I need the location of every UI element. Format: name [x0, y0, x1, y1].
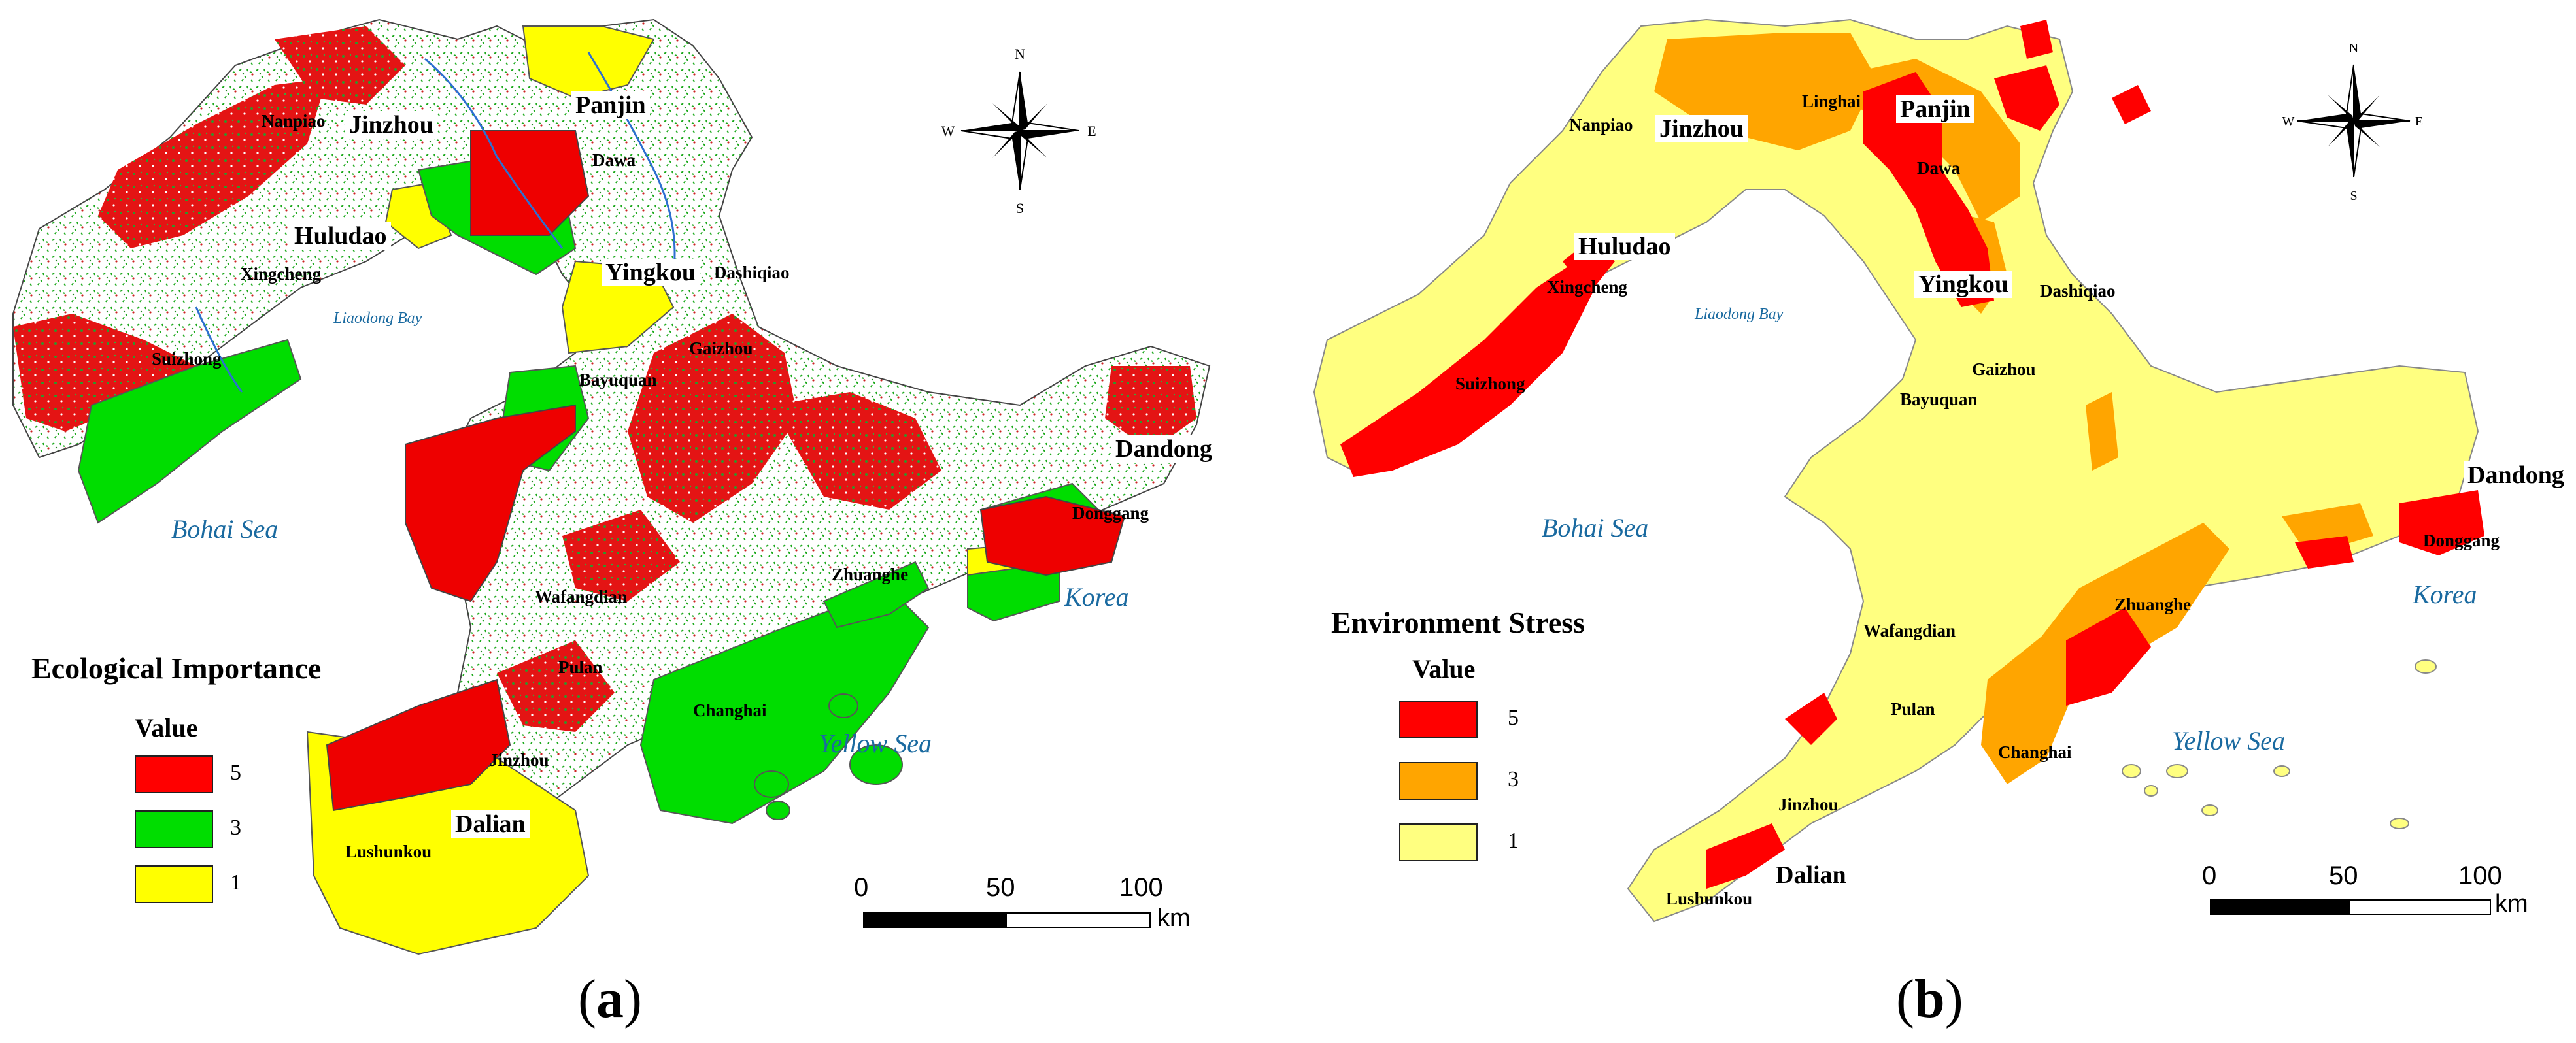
place-label: Lushunkou — [345, 842, 432, 861]
compass-e: E — [2415, 114, 2423, 129]
country-label: Korea — [1064, 582, 1129, 612]
place-label: Linghai — [1802, 91, 1861, 111]
legend-title: Environment Stress — [1331, 606, 1585, 639]
scale-tick-50: 50 — [2329, 861, 2358, 890]
place-label: Dawa — [1917, 158, 1960, 178]
place-label: Dashiqiao — [2040, 281, 2116, 301]
place-label: Xingcheng — [241, 264, 322, 284]
legend-label-5: 5 — [230, 761, 241, 785]
legend-swatch-1 — [135, 865, 213, 903]
compass-n: N — [1015, 46, 1025, 62]
place-label: Suizhong — [1455, 374, 1525, 393]
place-label: Zhuanghe — [832, 565, 909, 584]
place-label: Pulan — [1891, 699, 1935, 719]
compass-s: S — [2350, 189, 2357, 203]
panel-a-ecological-importance: Nanpiao Jinzhou Panjin Dawa Huludao Xing… — [12, 18, 1216, 1029]
place-label: Nanpiao — [1569, 115, 1633, 135]
place-label: Lushunkou — [1666, 889, 1753, 908]
place-label: Xingcheng — [1547, 277, 1628, 297]
place-label: Suizhong — [152, 349, 222, 369]
legend-swatch-5 — [1399, 701, 1478, 738]
sea-label: Bohai Sea — [1542, 513, 1649, 542]
place-label: Zhuanghe — [2114, 595, 2192, 614]
place-label: Jinzhou — [1778, 795, 1839, 814]
scale-bar — [863, 912, 1151, 928]
compass-w: W — [941, 123, 955, 139]
scale-tick-50: 50 — [986, 873, 1015, 902]
legend-label-3: 3 — [230, 816, 241, 840]
legend-label-1: 1 — [230, 870, 241, 895]
place-label-city: Dalian — [1772, 861, 1850, 889]
scale-tick-0: 0 — [2202, 861, 2217, 890]
place-label: Pulan — [558, 657, 603, 677]
place-label-city: Dandong — [1111, 435, 1216, 463]
north-arrow-compass-icon: N S E W — [941, 46, 1096, 216]
compass-s: S — [1016, 200, 1024, 216]
place-label: Nanpiao — [262, 111, 326, 131]
place-label: Wafangdian — [1863, 621, 1956, 640]
place-label-city: Dalian — [451, 810, 530, 838]
legend-swatch-3 — [1399, 762, 1478, 800]
place-label: Changhai — [693, 701, 767, 720]
place-label-city: Huludao — [1574, 233, 1675, 260]
legend-swatch-5 — [135, 755, 213, 793]
place-label-city: Huludao — [290, 222, 391, 250]
scale-bar — [2210, 899, 2491, 915]
place-label-city: Jinzhou — [345, 111, 437, 139]
legend-label-5: 5 — [1508, 706, 1519, 730]
place-label-city: Yingkou — [602, 259, 700, 286]
sea-label: Liaodong Bay — [333, 310, 422, 327]
place-label: Wafangdian — [535, 587, 628, 606]
sea-label: Liaodong Bay — [1695, 306, 1784, 323]
place-label: Dashiqiao — [714, 263, 790, 282]
sea-label: Yellow Sea — [819, 729, 932, 758]
scale-tick-100: 100 — [1119, 873, 1163, 902]
place-label: Gaizhou — [689, 339, 753, 358]
place-label: Bayuquan — [1900, 389, 1978, 409]
place-label: Donggang — [2423, 531, 2500, 550]
place-label-city: Panjin — [1896, 95, 1974, 123]
sea-label: Yellow Sea — [2172, 726, 2285, 755]
compass-w: W — [2282, 114, 2295, 129]
legend-swatch-3 — [135, 810, 213, 848]
legend-swatch-1 — [1399, 823, 1478, 861]
country-label: Korea — [2413, 580, 2477, 609]
scale-tick-100: 100 — [2458, 861, 2502, 890]
compass-n: N — [2349, 41, 2358, 56]
place-label-city: Jinzhou — [1655, 115, 1748, 142]
legend-label-1: 1 — [1508, 829, 1519, 853]
place-label-city: Yingkou — [1914, 271, 2012, 298]
legend-subtitle: Value — [1412, 654, 1476, 684]
legend-subtitle: Value — [135, 713, 198, 742]
place-label-city: Dandong — [2464, 461, 2568, 489]
scale-unit: km — [2495, 890, 2528, 918]
place-label: Changhai — [1998, 742, 2072, 762]
place-label: Dawa — [592, 150, 636, 170]
panel-label-b: (b) — [1896, 968, 1963, 1029]
compass-e: E — [1087, 123, 1096, 139]
place-label: Gaizhou — [1972, 359, 2036, 379]
place-label: Jinzhou — [489, 750, 549, 770]
scale-unit: km — [1157, 904, 1191, 932]
place-label: Donggang — [1072, 503, 1149, 523]
panel-label-a: (a) — [578, 968, 642, 1029]
panel-b-environment-stress: Nanpiao Jinzhou Linghai Panjin Dawa Hulu… — [1288, 0, 2576, 1043]
north-arrow-compass-icon: N S E W — [2282, 41, 2424, 203]
sea-label: Bohai Sea — [171, 514, 279, 544]
legend-title: Ecological Importance — [31, 652, 322, 685]
place-label-city: Panjin — [571, 91, 650, 119]
legend-label-3: 3 — [1508, 767, 1519, 791]
scale-tick-0: 0 — [854, 873, 869, 902]
place-label: Bayuquan — [579, 370, 657, 389]
